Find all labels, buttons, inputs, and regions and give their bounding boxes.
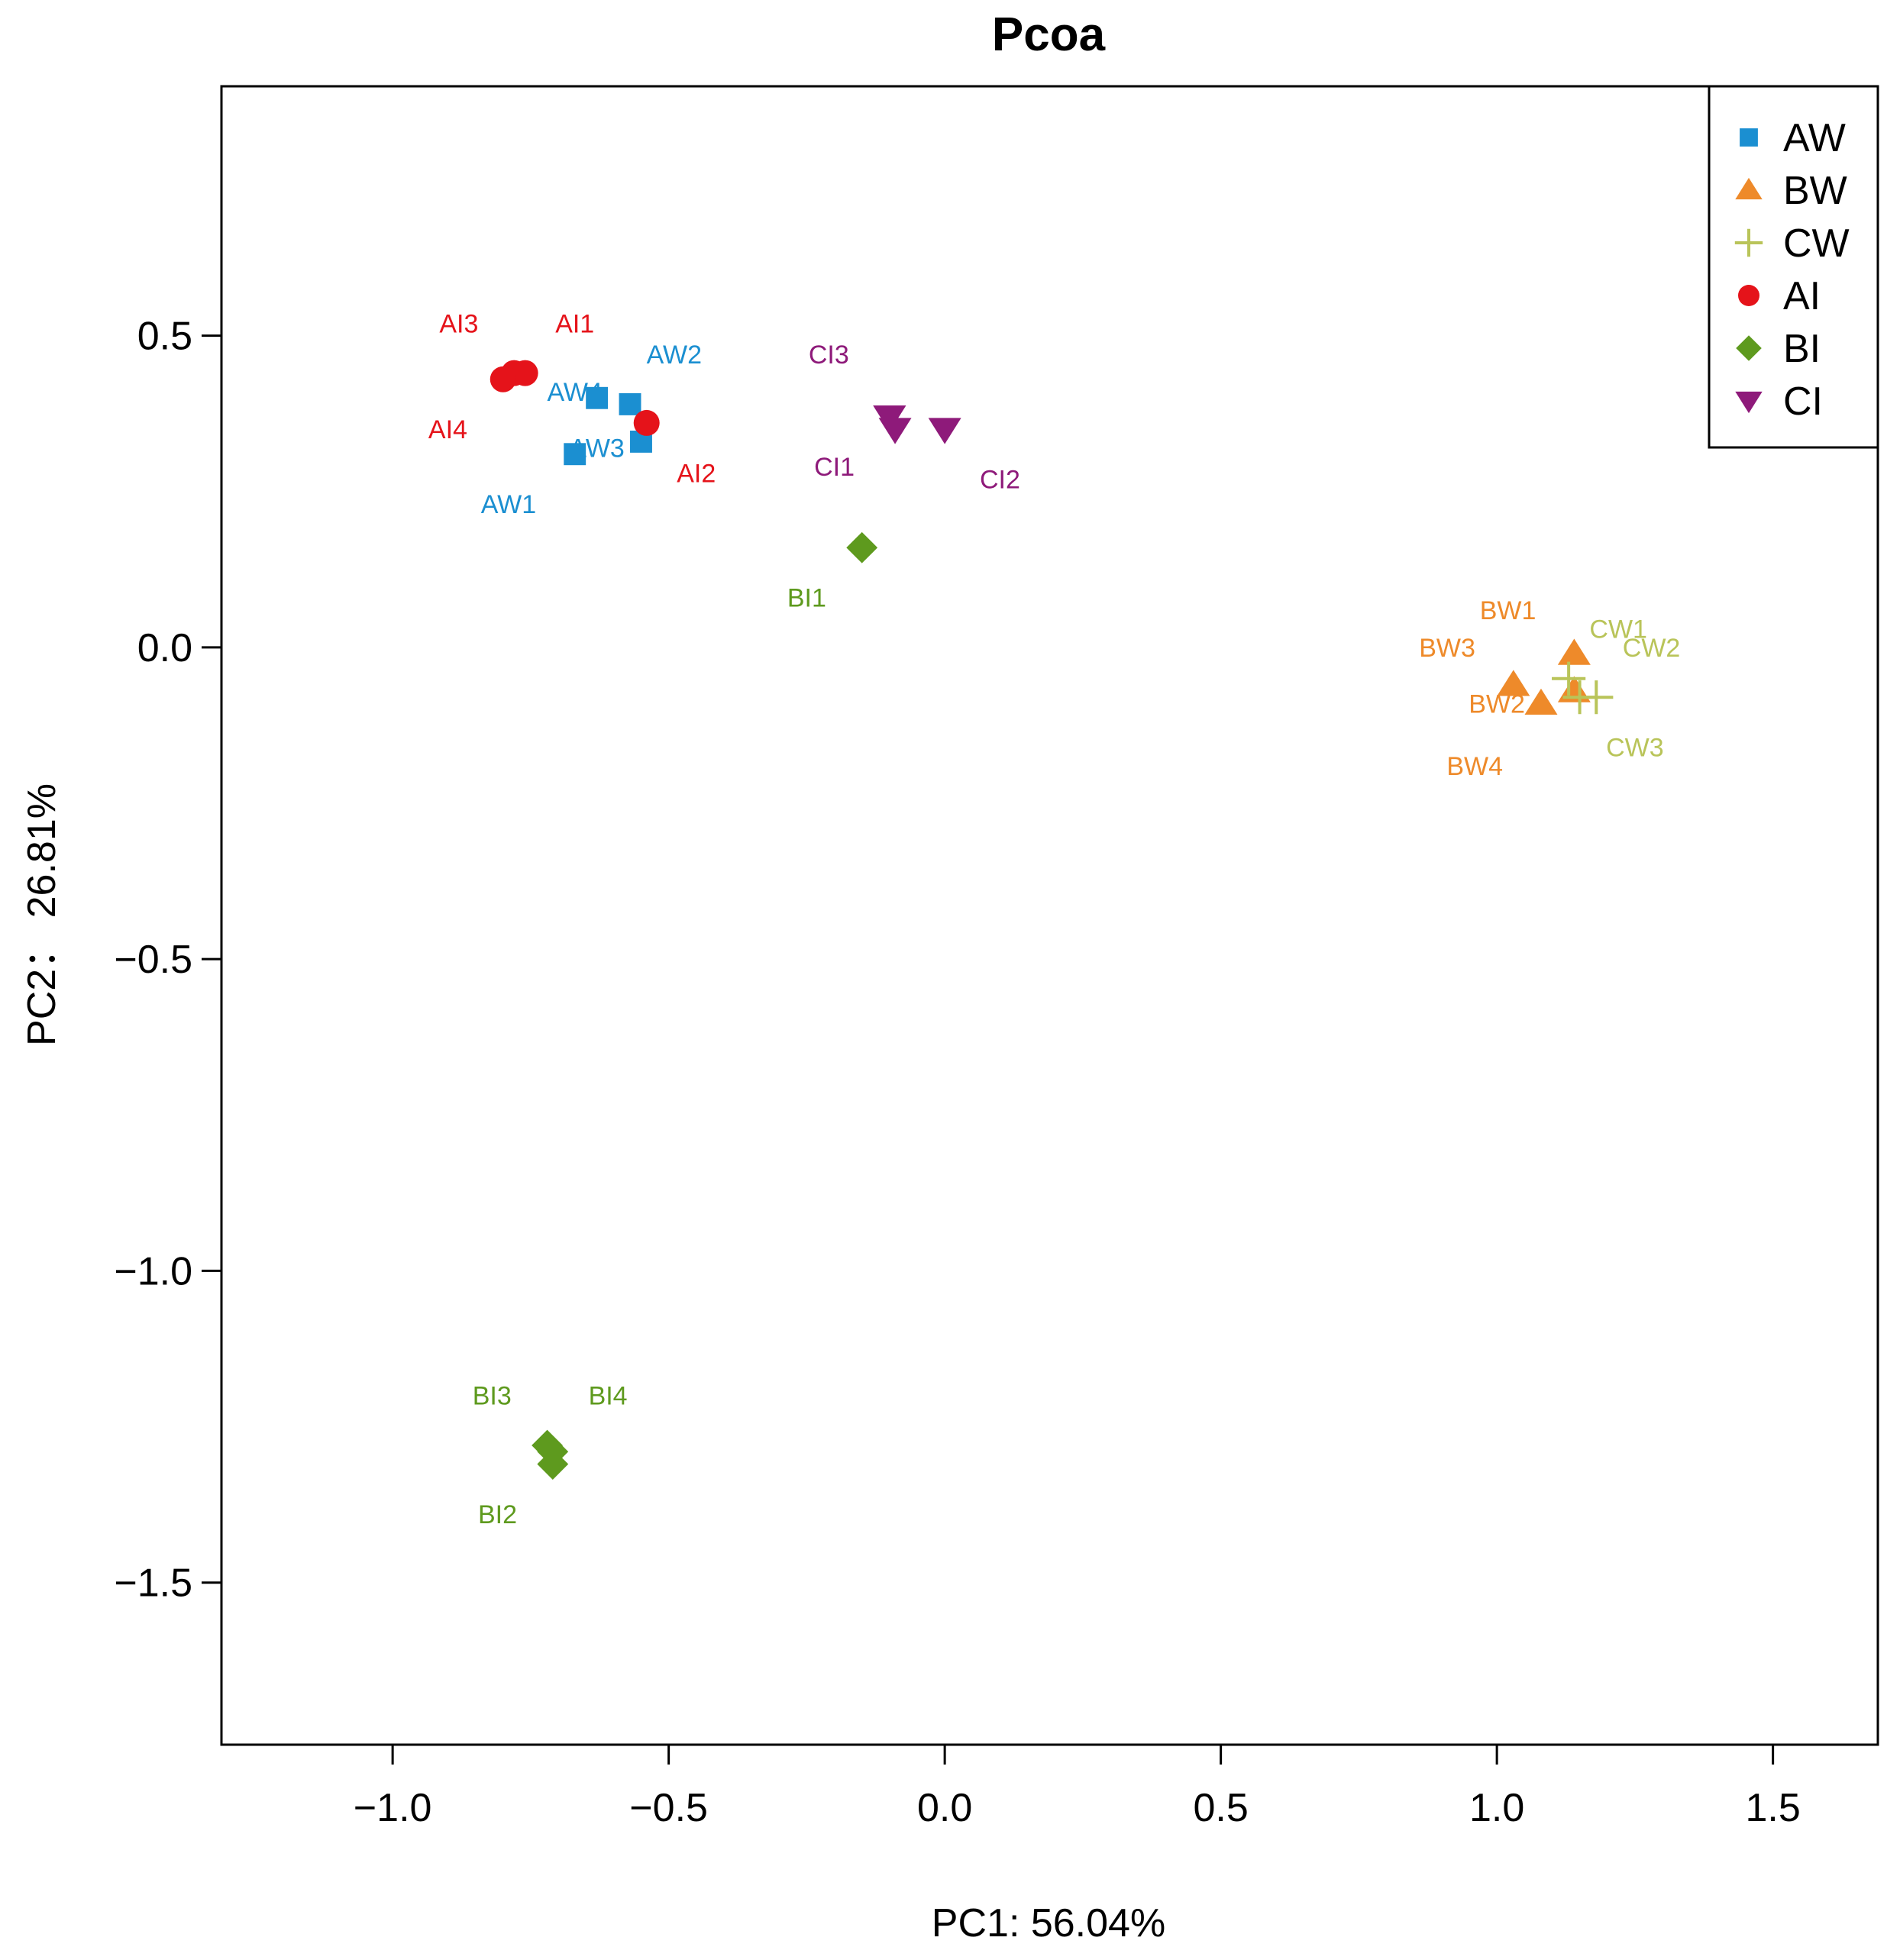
bw-point	[1557, 676, 1591, 702]
point-label: CI2	[980, 465, 1020, 494]
point-label: CW2	[1623, 634, 1681, 663]
legend-marker-cw	[1734, 228, 1763, 257]
point-label: AW1	[481, 490, 536, 519]
legend-marker-aw	[1740, 128, 1758, 147]
point-label: CW1	[1589, 615, 1647, 644]
bw-point	[1524, 688, 1558, 715]
cw-point	[1552, 661, 1586, 696]
bw-point	[1557, 638, 1591, 665]
y-tick-label: −1.0	[114, 1249, 192, 1293]
bw-point	[1497, 670, 1530, 696]
point-label: AW2	[647, 341, 702, 370]
y-axis: 0.5 0.0 −0.5 −1.0 −1.5	[114, 315, 223, 1606]
x-axis: −1.0 −0.5 0.0 0.5 1.0 1.5	[354, 1743, 1801, 1830]
legend-label-bw: BW	[1783, 169, 1847, 213]
point-label: BW3	[1419, 634, 1475, 663]
point-label: BI1	[787, 584, 826, 613]
x-tick-label: 1.0	[1469, 1786, 1524, 1830]
bi-point	[537, 1435, 569, 1468]
legend-marker-ci	[1735, 391, 1763, 414]
legend-label-ci: CI	[1783, 379, 1823, 424]
y-tick-label: 0.0	[137, 626, 192, 670]
x-tick-label: −1.0	[354, 1786, 432, 1830]
aw-point	[619, 392, 641, 415]
x-tick-label: 0.5	[1193, 1786, 1248, 1830]
legend-marker-bi	[1736, 335, 1762, 361]
chart-title: Pcoa	[992, 8, 1106, 61]
point-label: AI2	[677, 459, 716, 488]
data-points	[490, 360, 1614, 1480]
legend-box	[1708, 85, 1879, 449]
x-axis-title: PC1: 56.04%	[932, 1901, 1165, 1945]
legend-label-ai: AI	[1783, 274, 1821, 318]
y-axis-title: PC2： 26.81%	[20, 783, 64, 1046]
point-label: AI3	[439, 309, 478, 338]
y-tick-label: −0.5	[114, 938, 192, 982]
point-label: BI3	[473, 1382, 512, 1411]
point-label: AI4	[428, 415, 467, 444]
y-tick-label: −1.5	[114, 1561, 192, 1606]
x-tick-label: −0.5	[629, 1786, 708, 1830]
point-label: BW4	[1446, 752, 1503, 781]
legend-label-cw: CW	[1783, 221, 1850, 266]
point-labels: AW1AW2AW3AW4BW1BW2BW3BW4CW1CW2CW3AI1AI2A…	[428, 309, 1680, 1529]
bi-point	[846, 531, 878, 563]
y-tick-label: 0.5	[137, 315, 192, 359]
ai-point	[490, 366, 516, 392]
cw-point	[1562, 680, 1597, 715]
legend-label-aw: AW	[1783, 116, 1846, 160]
point-label: CI3	[809, 341, 849, 370]
legend-label-bi: BI	[1783, 327, 1821, 371]
legend: AW BW CW AI BI CI	[1708, 85, 1879, 449]
point-label: CI1	[814, 453, 855, 482]
x-tick-label: 0.0	[917, 1786, 972, 1830]
aw-point	[564, 443, 586, 466]
ai-point	[633, 409, 660, 436]
point-label: BI2	[478, 1500, 517, 1529]
point-label: CW3	[1606, 734, 1664, 763]
legend-marker-bw	[1735, 177, 1763, 200]
legend-marker-ai	[1738, 285, 1759, 306]
aw-point	[586, 386, 609, 409]
x-tick-label: 1.5	[1745, 1786, 1800, 1830]
ai-point	[512, 360, 538, 386]
point-label: BW1	[1480, 596, 1536, 625]
ci-point	[878, 418, 912, 444]
point-label: BI4	[589, 1382, 628, 1411]
point-label: AI1	[555, 309, 594, 338]
ci-point	[928, 418, 961, 444]
